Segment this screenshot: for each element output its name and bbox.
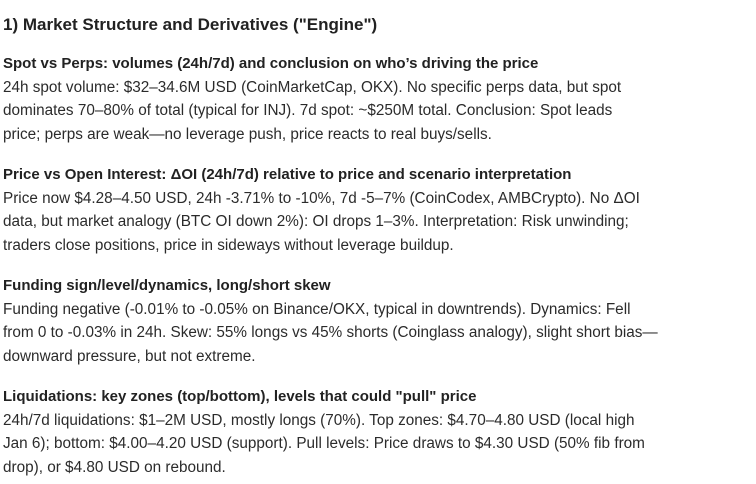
section-text-line: dominates 70–80% of total (typical for I…	[3, 102, 613, 119]
section: Funding sign/level/dynamics, long/short …	[3, 274, 756, 368]
section-text-line: downward pressure, but not extreme.	[3, 347, 256, 365]
section-text-line: 24h spot volume: $32–34.6M USD (CoinMark…	[3, 78, 622, 96]
document-title: 1) Market Structure and Derivatives ("En…	[3, 15, 378, 34]
section-heading: Price vs Open Interest: ΔOI (24h/7d) rel…	[3, 166, 572, 183]
section-text-line: Price now $4.28–4.50 USD, 24h -3.71% to …	[3, 189, 640, 207]
section-text-line: Funding negative (-0.01% to -0.05% on Bi…	[3, 300, 631, 318]
section-text-line: data, but market analogy (BTC OI down 2%…	[3, 213, 629, 230]
section-text-line: 24h/7d liquidations: $1–2M USD, mostly l…	[3, 411, 635, 429]
section: Liquidations: key zones (top/bottom), le…	[3, 385, 756, 479]
section: Price vs Open Interest: ΔOI (24h/7d) rel…	[3, 163, 756, 257]
section-text-line: price; perps are weak—no leverage push, …	[3, 125, 492, 143]
section-heading: Funding sign/level/dynamics, long/short …	[3, 277, 331, 294]
section-text-line: Jan 6); bottom: $4.00–4.20 USD (support)…	[3, 435, 645, 452]
section: Spot vs Perps: volumes (24h/7d) and conc…	[3, 52, 756, 146]
section-text-line: traders close positions, price in sidewa…	[3, 236, 454, 254]
section-text-line: from 0 to -0.03% in 24h. Skew: 55% longs…	[3, 324, 658, 341]
section-text-line: drop), or $4.80 USD on rebound.	[3, 458, 226, 476]
section-heading: Liquidations: key zones (top/bottom), le…	[3, 388, 477, 405]
section-heading: Spot vs Perps: volumes (24h/7d) and conc…	[3, 55, 539, 72]
